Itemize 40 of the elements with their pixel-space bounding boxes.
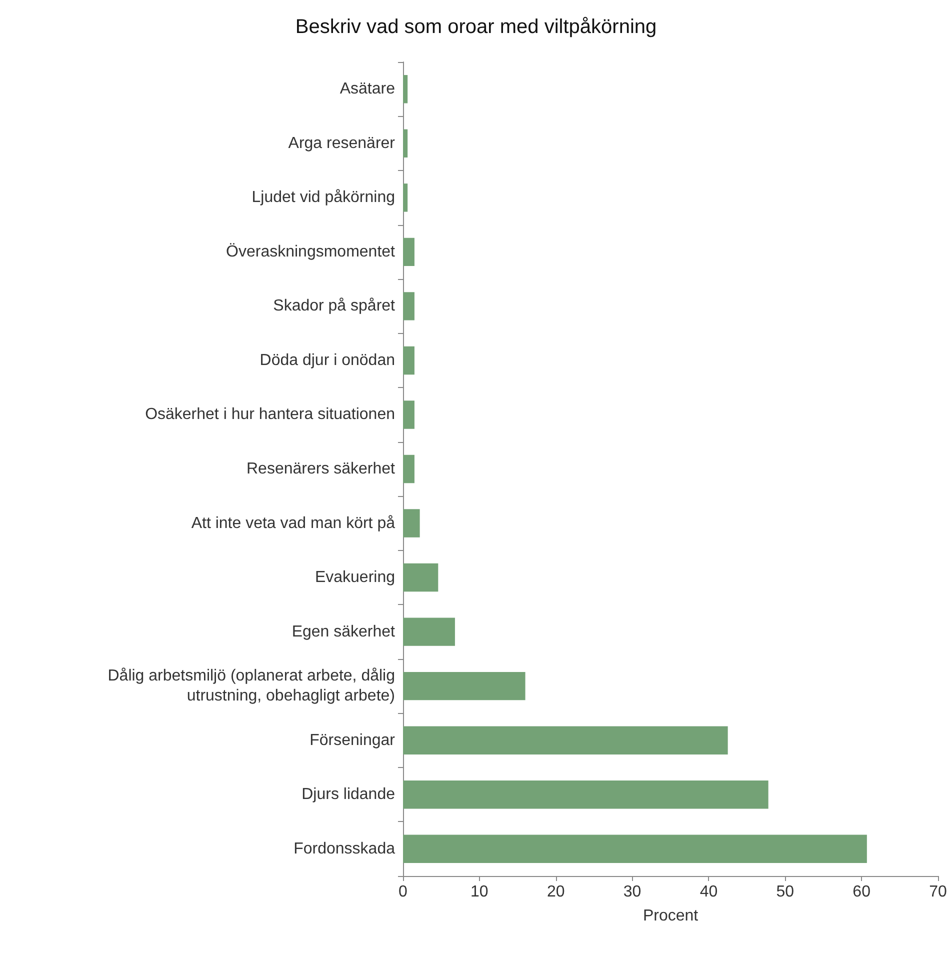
bar [403, 780, 768, 809]
y-tick-label: Döda djur i onödan [260, 352, 395, 369]
x-tick-label: 30 [623, 884, 642, 900]
x-axis-title: Procent [642, 908, 699, 924]
x-tick-label: 70 [929, 884, 947, 900]
y-tick-label: Ljudet vid påkörning [252, 189, 395, 206]
bar [403, 726, 728, 754]
y-tick-label: Egen säkerhet [292, 623, 396, 640]
bar [403, 563, 438, 592]
bar [403, 184, 408, 212]
bar [403, 129, 408, 158]
bar [403, 834, 867, 863]
y-tick-label: Förseningar [310, 732, 396, 749]
y-tick-label: Resenärers säkerhet [246, 460, 396, 478]
bar [403, 400, 414, 429]
bar [403, 292, 414, 320]
y-tick-label: Dålig arbetsmiljö (oplanerat arbete, dålig utrustning, obehagligt arbete) [108, 668, 395, 705]
x-tick-label: 0 [398, 884, 408, 900]
y-tick-label: Evakuering [314, 569, 395, 586]
bar [403, 509, 420, 538]
x-tick-label: 40 [700, 884, 718, 900]
bar [403, 75, 408, 104]
x-tick-label: 60 [852, 884, 871, 900]
y-tick-label: Asätare [340, 80, 396, 98]
chart-title: Beskriv vad som oroar med viltpåkörning [295, 16, 657, 38]
x-tick-label: 10 [470, 884, 488, 900]
y-tick-label: Arga resenärer [288, 134, 396, 152]
bar [403, 346, 414, 375]
x-tick-label: 50 [776, 884, 794, 900]
y-tick-label: Överaskningsmomentet [226, 242, 396, 260]
y-tick-label: Skador på spåret [273, 298, 396, 315]
y-tick-label: Att inte veta vad man kört på [191, 514, 396, 532]
bar [403, 672, 526, 700]
bar [403, 238, 414, 266]
y-tick-label: Fordonsskada [294, 840, 396, 858]
bar [403, 454, 414, 484]
y-tick-label: Osäkerhet i hur hantera situationen [145, 406, 395, 424]
x-tick-label: 20 [546, 884, 565, 900]
y-tick-label: Djurs lidande [302, 786, 396, 804]
bar [403, 618, 455, 646]
